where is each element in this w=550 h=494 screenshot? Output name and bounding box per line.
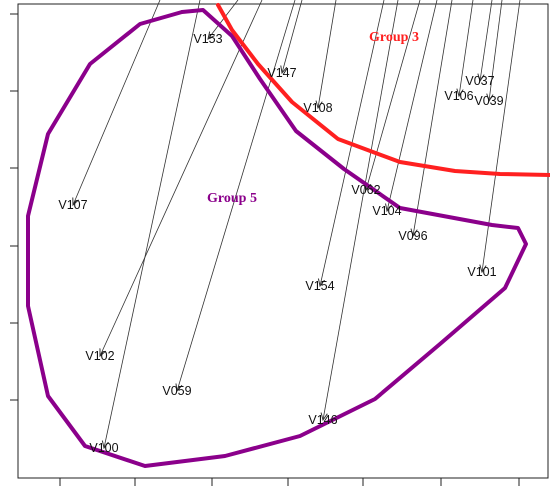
arrow-v101 xyxy=(482,0,521,272)
group-3-label: Group 3 xyxy=(369,30,419,45)
arrow-v102 xyxy=(100,0,263,356)
point-label-v106: V106 xyxy=(444,89,473,103)
arrow-v037 xyxy=(480,0,493,81)
plot-frame xyxy=(17,3,549,479)
arrow-v096 xyxy=(413,0,453,236)
point-label-v100: V100 xyxy=(89,441,118,455)
group-5-label: Group 5 xyxy=(207,191,257,206)
point-label-v096: V096 xyxy=(398,229,427,243)
group-5-outline xyxy=(26,8,528,468)
point-label-v108: V108 xyxy=(303,101,332,115)
point-label-v147: V147 xyxy=(267,66,296,80)
arrow-v153 xyxy=(208,0,239,39)
arrow-v039 xyxy=(489,0,503,101)
arrow-v059 xyxy=(177,0,296,391)
point-label-v104: V104 xyxy=(372,204,401,218)
x-axis-ticks xyxy=(59,478,520,486)
point-label-v107: V107 xyxy=(58,198,87,212)
arrow-v100 xyxy=(104,0,201,448)
arrow-v146 xyxy=(323,0,399,420)
group-outlines xyxy=(26,3,550,468)
point-label-v039: V039 xyxy=(474,94,503,108)
arrow-v108 xyxy=(318,0,337,108)
arrow-v062 xyxy=(366,0,421,190)
group-3-outline xyxy=(216,3,550,177)
point-label-v153: V153 xyxy=(193,32,222,46)
point-label-v154: V154 xyxy=(305,279,334,293)
point-label-v037: V037 xyxy=(465,74,494,88)
arrow-v106 xyxy=(459,0,474,96)
point-label-v102: V102 xyxy=(85,349,114,363)
arrow-v147 xyxy=(282,0,303,73)
point-label-v059: V059 xyxy=(162,384,191,398)
arrow-v104 xyxy=(387,0,438,211)
point-label-v062: V062 xyxy=(351,183,380,197)
vector-arrows xyxy=(73,0,521,448)
arrow-v107 xyxy=(73,0,161,205)
group-labels: Group 5 Group 3 xyxy=(207,30,419,206)
point-label-v101: V101 xyxy=(467,265,496,279)
y-axis-ticks xyxy=(10,13,18,401)
point-label-v146: V146 xyxy=(308,413,337,427)
